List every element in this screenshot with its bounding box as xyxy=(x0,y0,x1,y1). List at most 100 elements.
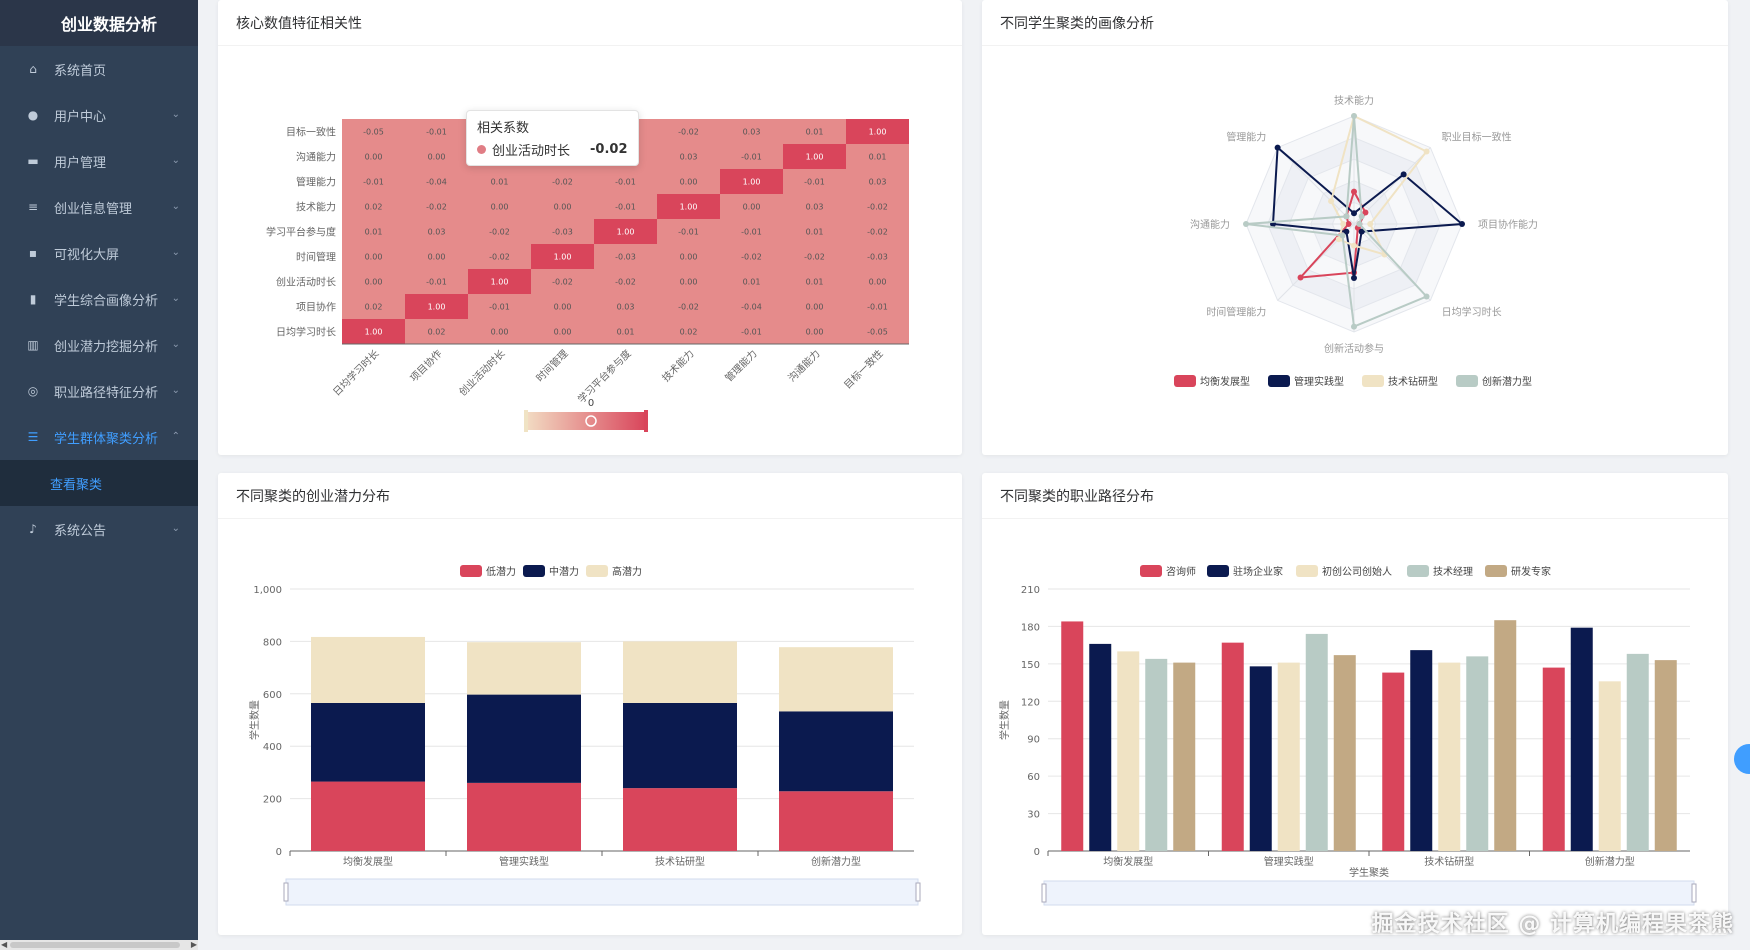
radar-point[interactable] xyxy=(1351,323,1357,330)
heatmap-cell[interactable] xyxy=(720,319,783,344)
radar-point[interactable] xyxy=(1339,232,1346,239)
legend-label[interactable]: 中潜力 xyxy=(549,565,579,578)
heatmap-cell[interactable] xyxy=(846,319,909,344)
heatmap-cell[interactable] xyxy=(657,219,720,244)
stacked-bar-segment[interactable] xyxy=(467,642,581,695)
radar-point[interactable] xyxy=(1343,228,1350,235)
heatmap-cell[interactable] xyxy=(846,219,909,244)
scrollbar-thumb[interactable] xyxy=(10,942,180,948)
heatmap-cell[interactable] xyxy=(846,144,909,169)
heatmap-cell[interactable] xyxy=(342,194,405,219)
legend-swatch[interactable] xyxy=(1407,565,1429,577)
heatmap-cell[interactable] xyxy=(657,294,720,319)
heatmap-cell[interactable] xyxy=(783,194,846,219)
legend-swatch[interactable] xyxy=(1207,565,1229,577)
heatmap-cell[interactable] xyxy=(783,319,846,344)
heatmap-cell[interactable] xyxy=(594,244,657,269)
heatmap-cell[interactable] xyxy=(783,169,846,194)
sidebar-item-5[interactable]: ▮ 学生综合画像分析 ⌄ xyxy=(0,276,198,322)
heatmap-cell[interactable] xyxy=(405,169,468,194)
submenu-item-view-clusters[interactable]: 查看聚类 xyxy=(0,460,198,506)
heatmap-cell[interactable] xyxy=(468,219,531,244)
heatmap-cell[interactable] xyxy=(657,319,720,344)
zoom-handle-left[interactable] xyxy=(1041,883,1047,903)
heatmap-cell[interactable] xyxy=(783,144,846,169)
legend-label[interactable]: 技术钻研型 xyxy=(1388,375,1438,388)
stacked-bar-segment[interactable] xyxy=(311,636,425,703)
radar-point[interactable] xyxy=(1367,221,1374,227)
heatmap-cell[interactable] xyxy=(405,244,468,269)
heatmap-cell[interactable] xyxy=(594,269,657,294)
stacked-bar-segment[interactable] xyxy=(623,641,737,703)
radar-point[interactable] xyxy=(1343,213,1350,220)
horizontal-scrollbar[interactable]: ◀ ▶ xyxy=(0,940,198,950)
grouped-bar[interactable] xyxy=(1466,656,1489,851)
heatmap-cell[interactable] xyxy=(720,294,783,319)
grouped-bar[interactable] xyxy=(1277,662,1300,851)
legend-label[interactable]: 技术经理 xyxy=(1433,565,1473,578)
stacked-bar-segment[interactable] xyxy=(311,702,425,782)
radar-point[interactable] xyxy=(1335,236,1342,243)
radar-chart[interactable]: 技术能力职业目标一致性项目协作能力日均学习时长创新活动参与时间管理能力沟通能力管… xyxy=(982,46,1728,455)
heatmap-cell[interactable] xyxy=(468,169,531,194)
grouped-bar[interactable] xyxy=(1305,633,1328,851)
heatmap-cell[interactable] xyxy=(342,169,405,194)
data-zoom-slider[interactable] xyxy=(285,878,919,906)
heatmap-cell[interactable] xyxy=(720,169,783,194)
heatmap-cell[interactable] xyxy=(657,169,720,194)
stacked-bar-segment[interactable] xyxy=(467,782,581,851)
legend-swatch[interactable] xyxy=(1174,375,1196,387)
heatmap-cell[interactable] xyxy=(657,194,720,219)
radar-point[interactable] xyxy=(1358,213,1365,220)
radar-point[interactable] xyxy=(1400,171,1407,178)
heatmap-cell[interactable] xyxy=(846,194,909,219)
heatmap-cell[interactable] xyxy=(342,244,405,269)
zoom-handle-right[interactable] xyxy=(915,882,921,902)
visual-map-indicator-icon[interactable] xyxy=(585,415,597,427)
radar-point[interactable] xyxy=(1351,188,1357,195)
legend-swatch[interactable] xyxy=(1485,565,1507,577)
heatmap-cell[interactable] xyxy=(720,144,783,169)
heatmap-cell[interactable] xyxy=(342,219,405,244)
heatmap-cell[interactable] xyxy=(720,219,783,244)
legend-swatch[interactable] xyxy=(586,565,608,577)
heatmap-cell[interactable] xyxy=(594,294,657,319)
heatmap-cell[interactable] xyxy=(720,269,783,294)
scroll-left-icon[interactable]: ◀ xyxy=(1,940,8,949)
grouped-bar[interactable] xyxy=(1626,653,1649,851)
heatmap-cell[interactable] xyxy=(342,144,405,169)
grouped-bar[interactable] xyxy=(1117,651,1140,851)
grouped-bar[interactable] xyxy=(1570,627,1593,851)
radar-point[interactable] xyxy=(1345,221,1352,227)
heatmap-cell[interactable] xyxy=(594,219,657,244)
radar-point[interactable] xyxy=(1362,209,1369,216)
heatmap-cell[interactable] xyxy=(720,119,783,144)
heatmap-cell[interactable] xyxy=(531,269,594,294)
sidebar-item-0[interactable]: ⌂ 系统首页 xyxy=(0,46,198,92)
stacked-bar-segment[interactable] xyxy=(623,788,737,851)
data-zoom-slider[interactable] xyxy=(1043,880,1695,906)
heatmap-cell[interactable] xyxy=(468,319,531,344)
heatmap-cell[interactable] xyxy=(657,269,720,294)
heatmap-cell[interactable] xyxy=(531,294,594,319)
radar-point[interactable] xyxy=(1351,275,1357,281)
grouped-bar[interactable] xyxy=(1598,681,1621,851)
legend-label[interactable]: 创新潜力型 xyxy=(1482,375,1532,388)
heatmap-cell[interactable] xyxy=(342,119,405,144)
grouped-bar[interactable] xyxy=(1494,620,1517,851)
heatmap-cell[interactable] xyxy=(468,244,531,269)
sidebar-item-2[interactable]: ▬ 用户管理 ⌄ xyxy=(0,138,198,184)
grouped-bar[interactable] xyxy=(1089,643,1112,851)
radar-point[interactable] xyxy=(1423,293,1430,300)
scroll-right-icon[interactable]: ▶ xyxy=(190,940,197,949)
heatmap-cell[interactable] xyxy=(783,219,846,244)
legend-label[interactable]: 咨询师 xyxy=(1166,565,1196,578)
radar-point[interactable] xyxy=(1340,221,1347,227)
grouped-bar[interactable] xyxy=(1410,650,1433,851)
grouped-bar[interactable] xyxy=(1173,662,1196,851)
stacked-bar-segment[interactable] xyxy=(467,694,581,783)
grouped-bar[interactable] xyxy=(1654,660,1677,851)
legend-label[interactable]: 高潜力 xyxy=(612,565,642,578)
